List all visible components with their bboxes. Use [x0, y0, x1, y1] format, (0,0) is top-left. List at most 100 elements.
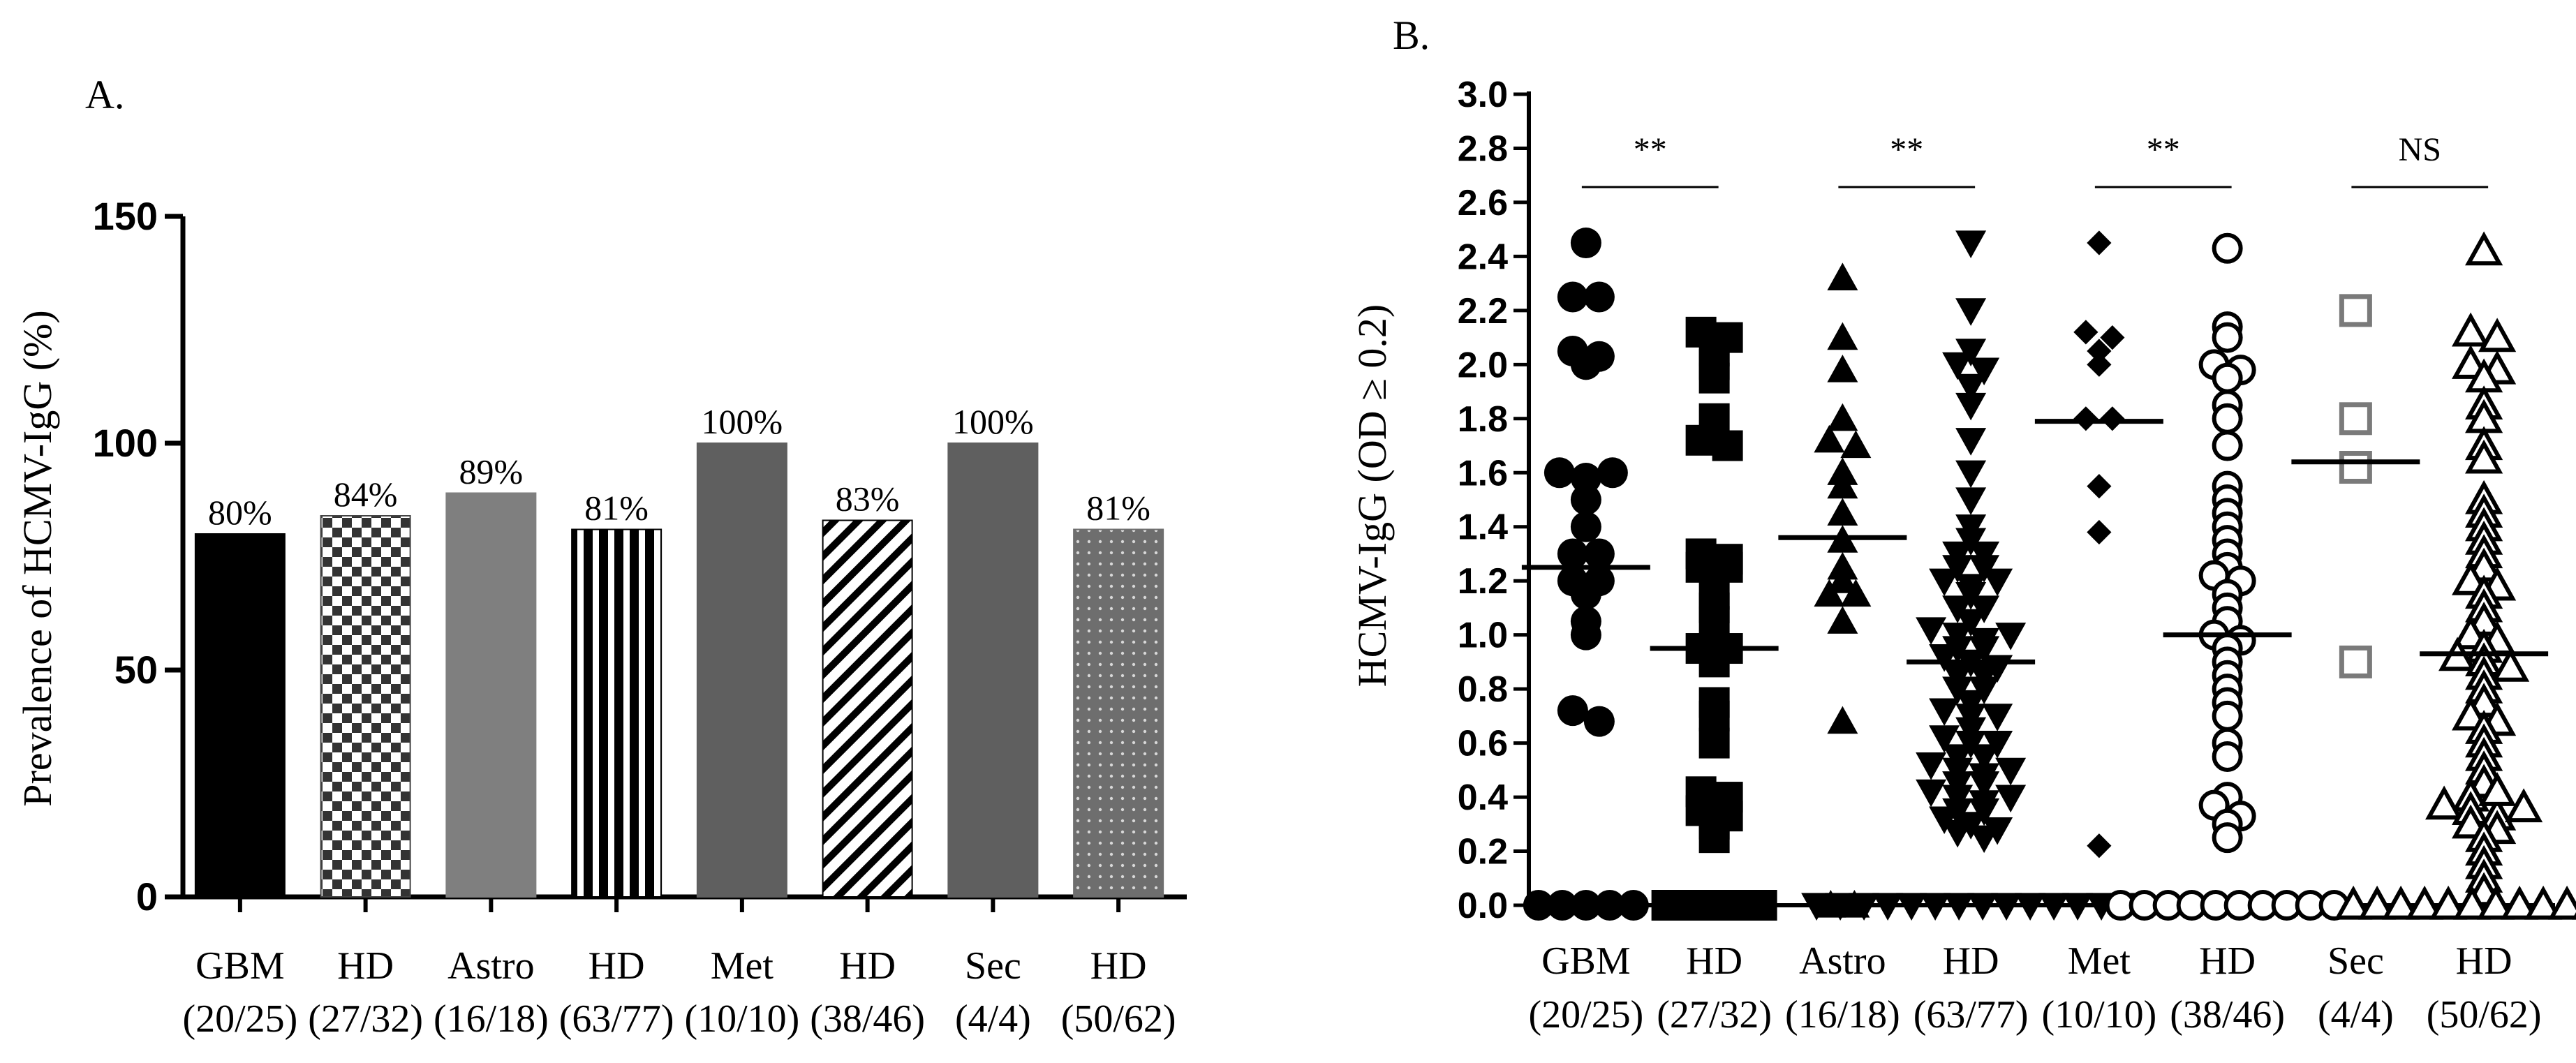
point-square — [1746, 890, 1777, 921]
point-triangle-up — [1827, 565, 1858, 593]
point-triangle-down — [1916, 617, 1947, 645]
panel-b-y-tick-label: 1.4 — [1458, 507, 1508, 548]
point-square — [1698, 606, 1730, 637]
point-triangle-down — [1982, 568, 2013, 597]
point-diamond — [2100, 325, 2125, 350]
point-triangle-up — [1827, 322, 1858, 350]
panel-b-y-tick-label: 0.2 — [1458, 832, 1508, 872]
point-triangle-down — [1969, 663, 2000, 691]
significance-label: ** — [1890, 131, 1923, 168]
point-triangle-open — [2478, 772, 2517, 806]
point-circle — [1597, 457, 1628, 489]
panel-b-y-axis-title: HCMV-IgG (OD ≥ 0.2) — [1349, 304, 1395, 687]
bar-value-label: 89% — [459, 452, 524, 491]
point-triangle-down — [1896, 893, 1927, 921]
panel-b-y-tick-label: 1.0 — [1458, 616, 1508, 656]
panel-b-y-tick-label: 0.8 — [1458, 669, 1508, 710]
panel-b-label: B. — [1393, 13, 1430, 58]
point-triangle-down — [1955, 428, 1987, 456]
point-circle — [1523, 890, 1554, 921]
point-triangle-down — [1929, 568, 1960, 597]
point-circle — [1546, 890, 1578, 921]
point-square — [1698, 700, 1730, 731]
point-circle — [1570, 511, 1601, 542]
panel-b-category-count: (10/10) — [2041, 993, 2156, 1036]
panel-a-category-count: (63/77) — [559, 997, 674, 1041]
point-triangle-open — [2406, 885, 2444, 920]
point-triangle-open — [2492, 647, 2530, 682]
point-square — [1712, 551, 1743, 583]
point-triangle-down — [1969, 541, 2000, 570]
point-triangle-up — [1840, 430, 1872, 459]
point-circle-open — [2212, 322, 2243, 353]
panel-b-category-label: GBM — [1541, 939, 1631, 983]
point-circle — [1618, 890, 1649, 921]
panel-a-axes: 0 50 100 150 GBM (20/25) HD (27/32) Astro (16/18)… — [93, 194, 1187, 1041]
point-circle — [1570, 463, 1601, 494]
point-triangle-open — [2465, 439, 2503, 474]
panel-b-y-tick-label: 0.0 — [1458, 886, 1508, 926]
point-triangle-down — [1991, 893, 2022, 921]
panel-b-category-label: HD — [1686, 939, 1742, 983]
bar-value-label: 83% — [836, 480, 900, 519]
point-triangle-down — [1969, 798, 2000, 826]
bar-hd — [1073, 528, 1164, 898]
panel-a-category-label: Met — [711, 944, 774, 988]
point-circle — [1570, 484, 1601, 515]
point-circle — [1544, 457, 1575, 489]
panel-a-category-count: (20/25) — [182, 997, 297, 1041]
point-square — [1698, 646, 1730, 678]
panel-b-category-label: Sec — [2327, 939, 2384, 983]
panel-b-category-count: (63/77) — [1914, 993, 2029, 1036]
bar-value-label: 81% — [1086, 489, 1150, 528]
point-circle — [1570, 349, 1601, 380]
point-triangle-up — [1827, 470, 1858, 499]
panel-b-y-tick-label: 3.0 — [1458, 75, 1508, 115]
point-triangle-open — [2478, 318, 2517, 352]
point-triangle-down — [1920, 893, 1951, 921]
point-square-open — [2339, 402, 2372, 436]
panel-a-category-count: (27/32) — [308, 997, 423, 1041]
point-triangle-down — [1969, 357, 2000, 386]
point-triangle-down — [1942, 352, 1974, 380]
point-triangle-open — [2465, 231, 2503, 266]
point-triangle-down — [1995, 785, 2027, 813]
panel-b-y-tick-label: 2.2 — [1458, 291, 1508, 332]
point-square — [1698, 727, 1730, 759]
point-triangle-down — [1916, 779, 1947, 808]
bar-hd — [320, 515, 411, 898]
panel-a-category-label: Sec — [965, 944, 1021, 988]
point-triangle-up — [1827, 403, 1858, 431]
panel-a-category-count: (38/46) — [810, 997, 925, 1041]
panel-b-category-label: Astro — [1799, 939, 1886, 983]
point-triangle-down — [1969, 771, 2000, 799]
point-triangle-down — [1982, 817, 2013, 845]
bar-hd — [822, 519, 913, 898]
panel-a-category-label: GBM — [195, 944, 285, 988]
panel-b-y-tick-label: 1.8 — [1458, 399, 1508, 440]
point-circle-open — [2212, 700, 2243, 731]
bar-gbm — [194, 533, 286, 898]
bar-value-label: 100% — [702, 402, 783, 441]
panel-b-y-tick-label: 2.6 — [1458, 183, 1508, 223]
point-diamond — [2087, 352, 2112, 377]
point-triangle-open — [2452, 312, 2490, 347]
point-circle — [1557, 538, 1588, 570]
point-triangle-up — [1840, 579, 1872, 607]
point-square — [1698, 362, 1730, 394]
panel-a-y-axis-title: Prevalence of HCMV-IgG (%) — [15, 310, 60, 806]
point-triangle-down — [1969, 825, 2000, 854]
point-triangle-open — [2477, 885, 2515, 920]
panel-b-category-label: HD — [2456, 939, 2512, 983]
point-circle — [1570, 228, 1601, 259]
panel-a-category-label: Astro — [447, 944, 534, 988]
point-triangle-down — [1955, 230, 1987, 259]
point-square — [1685, 551, 1717, 583]
point-triangle-open — [2382, 885, 2420, 920]
point-triangle-down — [1944, 893, 1975, 921]
bar-astro — [445, 492, 537, 898]
point-triangle-down — [1955, 460, 1987, 489]
point-circle — [1570, 890, 1601, 921]
panel-b-y-tick-label: 2.8 — [1458, 128, 1508, 169]
